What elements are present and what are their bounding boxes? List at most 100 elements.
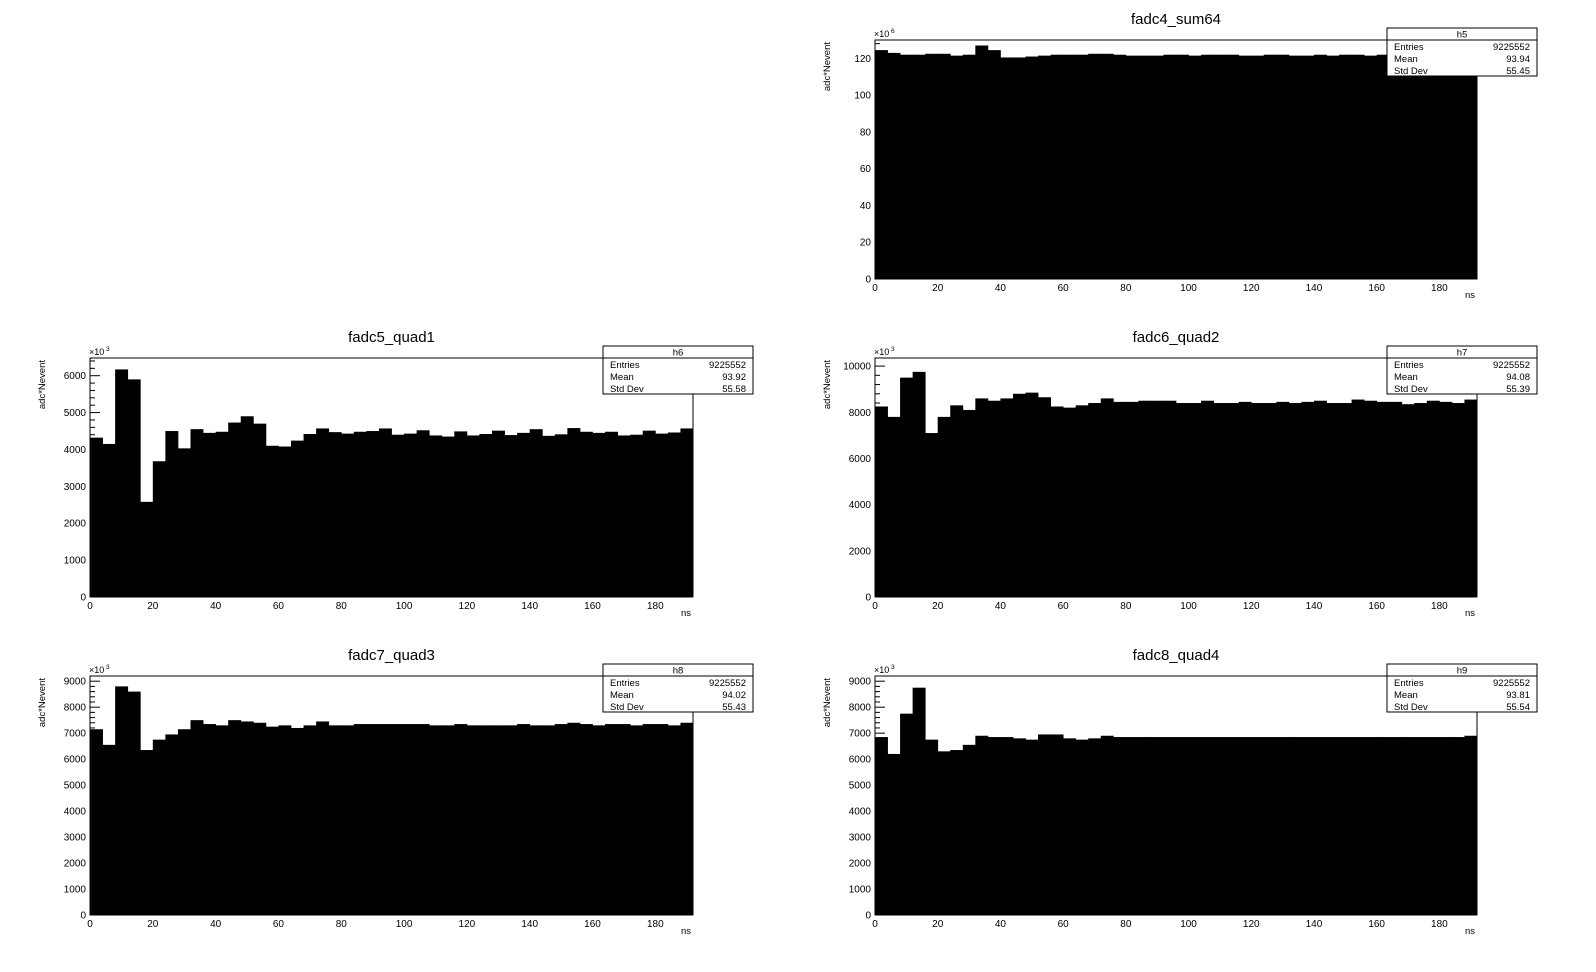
y-tick-label: 7000 [64, 729, 87, 740]
histogram-bin [341, 433, 355, 597]
histogram-bin [542, 435, 556, 597]
x-tick-label: 140 [521, 601, 538, 612]
stats-key: Mean [1394, 54, 1418, 65]
stats-box-name: h7 [1457, 348, 1468, 359]
x-tick-label: 40 [995, 283, 1007, 294]
y-multiplier-exponent: 6 [891, 28, 895, 35]
y-tick-label: 4000 [849, 807, 872, 818]
x-tick-label: 120 [459, 919, 476, 930]
stats-value: 9225552 [1493, 360, 1530, 371]
histogram-bin [1088, 738, 1102, 915]
stats-key: Mean [1394, 372, 1418, 383]
histogram-bin [1238, 55, 1252, 279]
stats-box: h8 Entries 9225552 Mean 94.02 Std Dev 55.43 [602, 663, 754, 713]
histogram-bin [975, 398, 989, 597]
x-tick-label: 60 [273, 919, 285, 930]
x-tick-label: 180 [647, 601, 664, 612]
histogram-bin [1313, 737, 1327, 915]
histogram-bin [1125, 401, 1139, 597]
histogram-bin [215, 431, 229, 597]
histogram-bin [937, 416, 951, 597]
y-tick-label: 9000 [64, 677, 87, 688]
y-tick-label: 3000 [64, 482, 87, 493]
histogram-bin [1176, 403, 1189, 597]
histogram-bin [1163, 54, 1177, 280]
histogram-bin [127, 379, 141, 597]
y-tick-label: 4000 [64, 807, 87, 818]
histogram-bin [265, 726, 279, 915]
histogram-bin [630, 725, 644, 915]
y-tick-label: 6000 [849, 454, 872, 465]
x-tick-label: 140 [1306, 601, 1323, 612]
histogram-bin [1025, 392, 1039, 597]
x-tick-label: 0 [872, 601, 878, 612]
histogram-bin [1263, 737, 1277, 915]
stats-key: Std Dev [1394, 66, 1428, 77]
x-axis-title: ns [1465, 290, 1475, 301]
histogram-bin [1288, 55, 1302, 279]
histogram-bin [203, 432, 217, 597]
histogram-bin [378, 724, 392, 915]
x-tick-label: 40 [995, 919, 1007, 930]
stats-value: 93.92 [722, 372, 746, 383]
stats-box-frame [1386, 663, 1538, 713]
histogram-bin [1238, 737, 1252, 915]
histogram-bin [887, 753, 901, 915]
x-tick-label: 0 [87, 601, 93, 612]
stats-value: 55.45 [1506, 66, 1530, 77]
histogram-bin [1376, 737, 1390, 915]
x-tick-label: 140 [1306, 283, 1323, 294]
histogram-bin [291, 727, 304, 915]
histogram-bin [466, 435, 480, 597]
x-tick-label: 20 [932, 919, 944, 930]
histogram-bin [579, 724, 593, 915]
y-tick-label: 120 [854, 54, 871, 65]
histogram-bin [1050, 734, 1064, 915]
histogram-bars [875, 45, 1478, 280]
y-tick-label: 1000 [64, 556, 87, 567]
histogram-bin [962, 409, 976, 597]
histogram-bin [391, 434, 405, 597]
histogram-bin [680, 722, 694, 915]
x-tick-label: 80 [1120, 919, 1132, 930]
histogram-bin [1263, 54, 1277, 280]
x-axis-title: ns [681, 608, 691, 619]
histogram-bin [1188, 403, 1202, 597]
histogram-bin [642, 430, 656, 597]
histogram-bin [1226, 54, 1240, 280]
histogram-bin [404, 724, 418, 915]
histogram-bin [1439, 737, 1453, 915]
x-axis-title: ns [1465, 926, 1475, 937]
histogram-bin [1138, 737, 1152, 915]
histogram-bin [900, 713, 914, 915]
stats-box-frame [1386, 27, 1538, 77]
stats-value: 55.54 [1506, 702, 1530, 713]
x-tick-label: 120 [1243, 919, 1260, 930]
histogram-bin [1226, 737, 1240, 915]
stats-value: 9225552 [709, 360, 746, 371]
histogram-title: fadc6_quad2 [1133, 329, 1220, 346]
histogram-bin [1339, 403, 1352, 597]
histogram-pad-fadc5_quad1: fadc5_quad1 0 20 40 60 80 100 120 140 160 180 0 1000… [37, 329, 754, 619]
histogram-bin [429, 435, 443, 597]
x-tick-label: 80 [336, 919, 348, 930]
histogram-bin [937, 751, 951, 915]
histogram-bin [328, 725, 342, 915]
histogram-bin [1401, 55, 1415, 279]
histogram-bin [655, 433, 669, 597]
y-tick-label: 0 [865, 593, 871, 604]
histogram-bin [253, 722, 267, 915]
y-tick-label: 4000 [64, 445, 87, 456]
histogram-bin [1313, 400, 1327, 597]
y-tick-label: 6000 [64, 755, 87, 766]
histogram-bin [165, 734, 179, 915]
histogram-bin [278, 446, 292, 597]
histogram-bin [228, 720, 242, 915]
histogram-bin [1339, 54, 1352, 280]
histogram-bin [1213, 737, 1227, 915]
histogram-bin [404, 433, 418, 597]
y-tick-label: 6000 [849, 755, 872, 766]
stats-key: Entries [1394, 678, 1424, 689]
histogram-bin [1276, 401, 1290, 597]
